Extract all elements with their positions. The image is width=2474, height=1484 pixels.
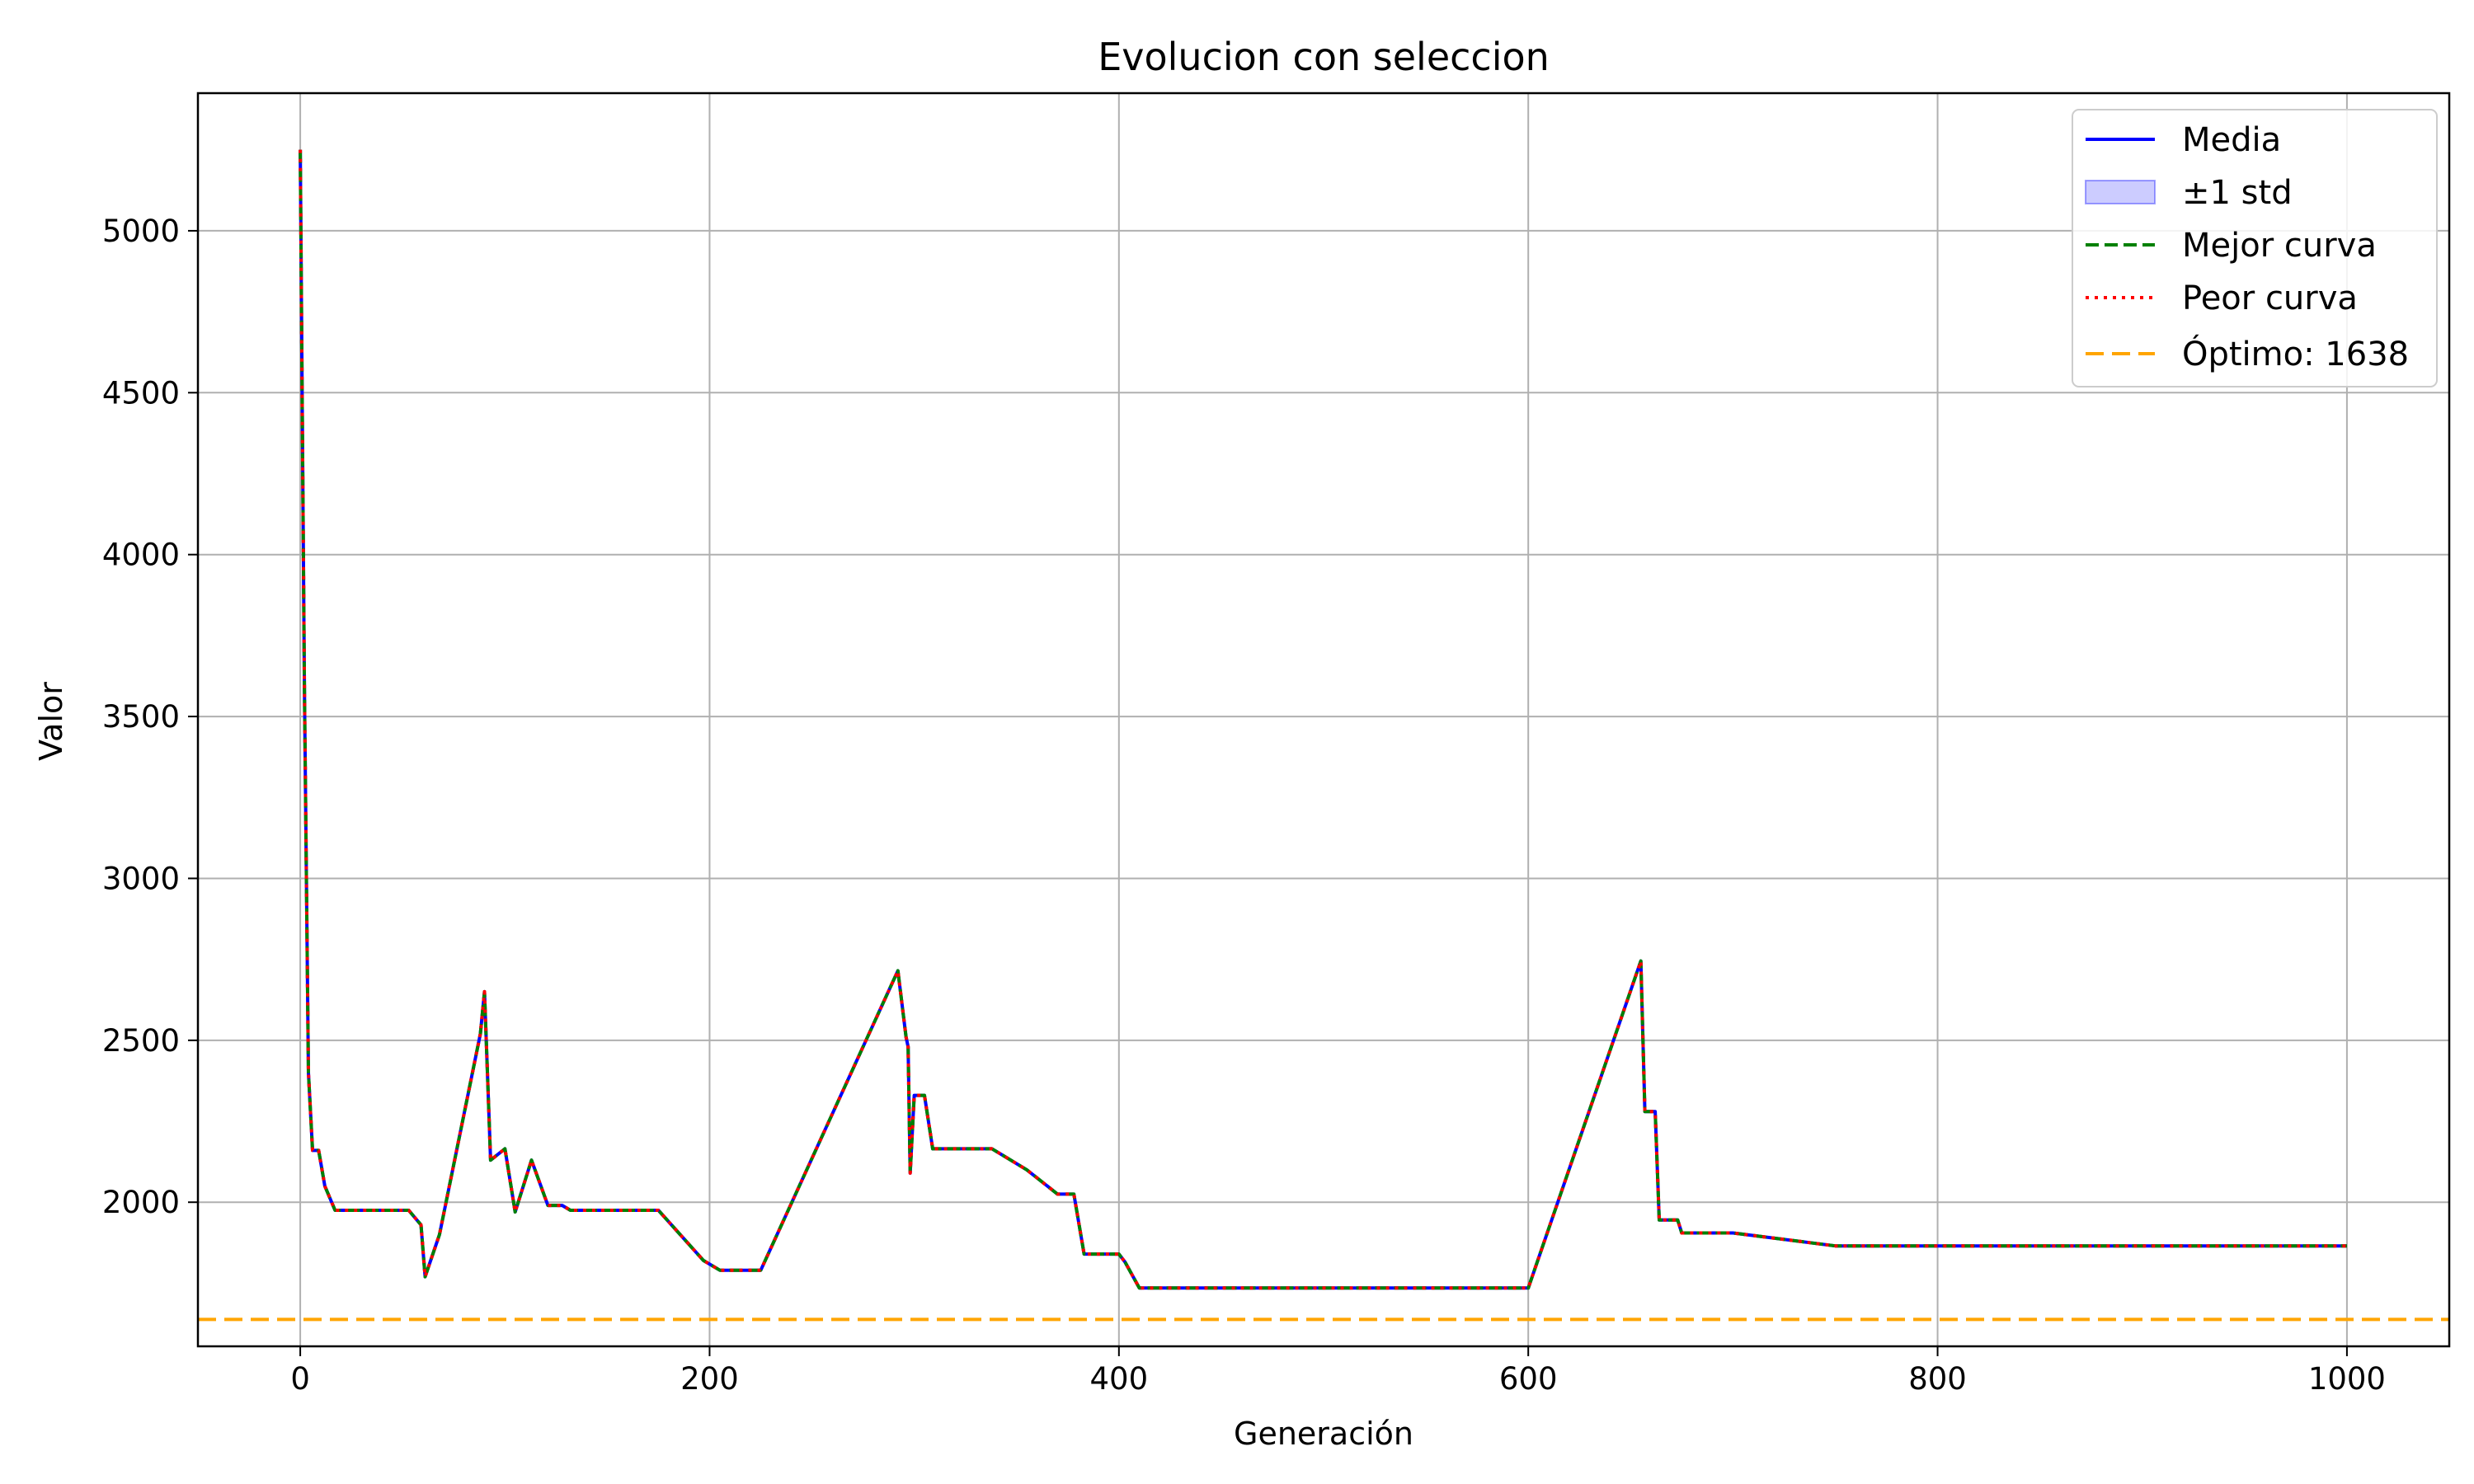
y-tick-label: 2500: [102, 1023, 180, 1059]
y-axis-label: Valor: [33, 682, 69, 761]
y-tick-label: 4500: [102, 375, 180, 411]
legend-label: Óptimo: 1638: [2182, 334, 2409, 373]
legend-label: ±1 std: [2182, 174, 2293, 212]
y-tick-label: 5000: [102, 214, 180, 249]
x-tick-label: 1000: [2308, 1361, 2386, 1397]
x-tick-label: 200: [680, 1361, 739, 1397]
legend-box: [2072, 109, 2438, 387]
y-tick-label: 4000: [102, 538, 180, 573]
y-axis-ticks: 2000 2500 3000 3500 4000 4500 5000: [102, 214, 198, 1220]
legend-label: Peor curva: [2182, 279, 2358, 317]
legend-label: Mejor curva: [2182, 227, 2377, 265]
x-tick-label: 800: [1908, 1361, 1967, 1397]
y-tick-label: 2000: [102, 1185, 180, 1220]
x-tick-label: 600: [1499, 1361, 1558, 1397]
legend: Media ±1 std Mejor curva Peor curva Óptimo: …: [2072, 109, 2438, 387]
x-tick-label: 0: [290, 1361, 310, 1397]
y-tick-label: 3000: [102, 861, 180, 896]
grid-lines: [198, 93, 2449, 1346]
chart-title: Evolucion con seleccion: [1098, 35, 1550, 79]
x-axis-label: Generación: [1234, 1416, 1413, 1452]
x-tick-label: 400: [1090, 1361, 1149, 1397]
y-tick-label: 3500: [102, 699, 180, 735]
legend-label: Media: [2182, 121, 2281, 159]
legend-swatch: [2085, 180, 2156, 204]
plot-frame: [196, 92, 2451, 1348]
series-line-peor-curva: [299, 149, 2347, 1290]
series-lines: [299, 149, 2347, 1290]
x-axis-ticks: 0 200 400 600 800 1000: [290, 1346, 2386, 1397]
